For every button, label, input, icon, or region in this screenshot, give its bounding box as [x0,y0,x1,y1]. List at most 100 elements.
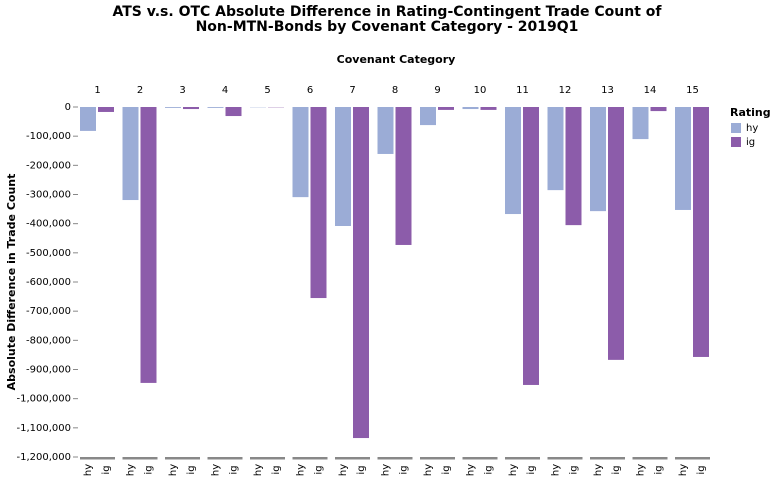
bar [140,107,157,383]
y-tick-label: -300,000 [26,190,71,201]
column-label: 5 [264,85,270,96]
x-tick-label: hy [338,464,349,476]
bar [693,107,709,357]
bar [547,107,564,191]
y-axis-title: Absolute Difference in Trade Count [5,174,18,391]
x-tick-label: ig [314,465,325,474]
chart-title: Non-MTN-Bonds by Covenant Category - 201… [196,19,579,35]
legend-swatch [731,137,741,147]
x-tick-label: hy [508,464,519,476]
x-tick-label: ig [441,465,452,474]
bar [650,107,667,112]
facet-axis [547,457,583,460]
facet-axis [80,457,115,460]
x-tick-label: ig [101,465,112,474]
y-tick-label: -200,000 [26,160,71,171]
facet-axis [207,457,243,460]
bar [165,107,181,108]
x-tick-label: ig [399,465,410,474]
y-tick-label: -1,100,000 [16,423,71,434]
y-tick-label: -1,200,000 [16,452,71,463]
y-tick-label: -500,000 [26,248,71,259]
x-tick-label: ig [654,465,665,474]
y-tick-label: -900,000 [26,365,71,376]
column-label: 7 [349,85,355,96]
legend-title: Rating [730,106,771,119]
column-label: 10 [474,85,487,96]
legend-label: ig [746,137,755,148]
x-tick-label: hy [83,464,94,476]
bar [565,107,582,226]
chart-title: ATS v.s. OTC Absolute Difference in Rati… [113,4,663,20]
y-tick-label: -100,000 [26,131,71,142]
x-tick-label: hy [381,464,392,476]
bar [122,107,139,201]
x-tick-label: ig [569,465,580,474]
x-tick-label: ig [271,465,282,474]
bar [310,107,327,299]
x-tick-label: ig [229,465,240,474]
y-tick-label: -700,000 [26,306,71,317]
column-label: 12 [559,85,572,96]
x-tick-label: ig [356,465,367,474]
legend-swatch [731,123,741,133]
bar [590,107,606,212]
bar [462,107,479,110]
x-tick-label: ig [526,465,537,474]
x-tick-label: ig [484,465,495,474]
x-tick-label: hy [211,464,222,476]
x-tick-label: hy [551,464,562,476]
bar [183,107,199,110]
facet-axis [590,457,625,460]
column-label: 15 [686,85,699,96]
column-label: 4 [222,85,228,96]
x-tick-label: ig [611,465,622,474]
bar [632,107,649,140]
bar [292,107,309,198]
facet-axis [122,457,158,460]
facet-axis [632,457,668,460]
x-tick-label: ig [696,465,707,474]
column-label: 2 [137,85,143,96]
bar [207,107,224,108]
x-tick-label: hy [168,464,179,476]
y-tick-label: 0 [65,102,71,113]
column-label: 8 [392,85,398,96]
facet-axis [335,457,370,460]
facet-axis [462,457,498,460]
bar [523,107,539,385]
y-tick-label: -800,000 [26,335,71,346]
x-tick-label: hy [126,464,137,476]
x-tick-label: hy [466,464,477,476]
column-label: 9 [434,85,440,96]
facet-axis [505,457,540,460]
facet-axis [292,457,328,460]
column-title: Covenant Category [337,53,456,66]
bar [377,107,394,154]
bar [335,107,351,226]
bar [353,107,369,439]
bar [420,107,436,126]
facet-axis [420,457,455,460]
bar [608,107,624,360]
x-tick-label: hy [296,464,307,476]
y-tick-label: -600,000 [26,277,71,288]
x-tick-label: hy [678,464,689,476]
bar [480,107,497,110]
x-tick-label: hy [636,464,647,476]
column-label: 13 [601,85,614,96]
x-tick-label: ig [186,465,197,474]
bar [98,107,114,112]
bar [438,107,454,110]
column-label: 6 [307,85,313,96]
bar [80,107,96,131]
x-tick-label: hy [253,464,264,476]
x-tick-label: ig [144,465,155,474]
column-label: 3 [179,85,185,96]
column-label: 1 [94,85,100,96]
column-label: 14 [644,85,657,96]
facet-axis [165,457,200,460]
x-tick-label: hy [593,464,604,476]
facet-axis [250,457,285,460]
